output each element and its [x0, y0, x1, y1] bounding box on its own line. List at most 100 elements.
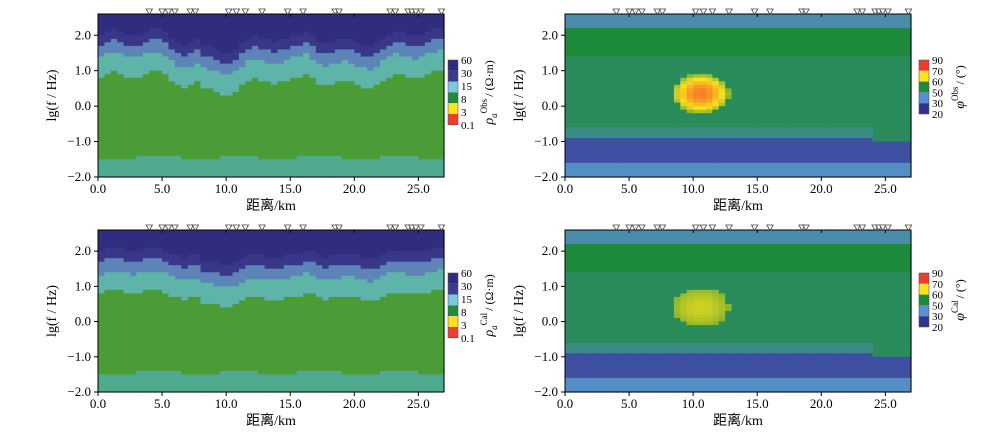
station-triangle-down-icon: [170, 8, 179, 16]
heatmap-cell: [782, 127, 790, 132]
heatmap-cell: [418, 45, 426, 51]
heatmap-cell: [763, 31, 771, 36]
heatmap-cell: [648, 38, 656, 43]
heatmap-cell: [283, 116, 291, 121]
heatmap-cell: [667, 91, 675, 97]
heatmap-cell: [117, 95, 125, 100]
heatmap-cell: [98, 155, 106, 160]
y-tick-label: 2.0: [75, 27, 91, 42]
heatmap-cell: [174, 130, 182, 136]
heatmap-cell: [168, 49, 176, 54]
heatmap-cell: [898, 24, 906, 29]
heatmap-cell: [219, 134, 227, 139]
heatmap-cell: [341, 84, 349, 90]
heatmap-cell: [699, 81, 707, 86]
heatmap-cell: [142, 159, 150, 164]
heatmap-cell: [136, 21, 144, 26]
heatmap-cell: [770, 42, 778, 47]
heatmap-cell: [117, 166, 125, 171]
heatmap-cell: [584, 24, 592, 29]
heatmap-cell: [565, 116, 573, 121]
heatmap-cell: [699, 31, 707, 36]
heatmap-cell: [654, 145, 662, 150]
heatmap-cell: [597, 60, 605, 65]
heatmap-cell: [718, 38, 726, 43]
heatmap-cell: [661, 141, 669, 146]
heatmap-cell: [821, 152, 829, 157]
heatmap-cell: [187, 134, 195, 139]
heatmap-cell: [347, 52, 355, 58]
heatmap-cell: [763, 123, 771, 128]
heatmap-cell: [232, 21, 240, 26]
heatmap-cell: [584, 31, 592, 36]
heatmap-cell: [411, 77, 419, 82]
heatmap-cell: [603, 77, 611, 82]
heatmap-cell: [181, 88, 189, 93]
station-triangle-down-icon: [164, 8, 173, 16]
heatmap-cell: [866, 14, 874, 19]
heatmap-cell: [309, 77, 317, 82]
heatmap-cell: [821, 45, 829, 51]
heatmap-cell: [744, 84, 752, 90]
heatmap-cell: [200, 127, 208, 132]
heatmap-cell: [763, 95, 771, 100]
heatmap-cell: [827, 127, 835, 132]
heatmap-cell: [744, 35, 752, 40]
heatmap-cell: [431, 134, 439, 139]
heatmap-cell: [226, 148, 234, 153]
heatmap-cell: [641, 145, 649, 150]
heatmap-cell: [142, 116, 150, 121]
heatmap-cell: [309, 113, 317, 118]
heatmap-cell: [418, 60, 426, 65]
heatmap-cell: [834, 21, 842, 26]
heatmap-cell: [808, 169, 816, 175]
heatmap-cell: [155, 56, 163, 61]
heatmap-cell: [187, 49, 195, 54]
heatmap-cell: [693, 148, 701, 153]
heatmap-cell: [283, 159, 291, 164]
heatmap-cell: [757, 173, 765, 178]
heatmap-cell: [277, 14, 285, 19]
heatmap-cell: [622, 63, 630, 68]
heatmap-cell: [360, 134, 368, 139]
heatmap-cell: [206, 88, 214, 93]
heatmap-cell: [898, 169, 906, 175]
heatmap-cell: [853, 109, 861, 114]
heatmap-cell: [315, 152, 323, 157]
heatmap-cell: [206, 113, 214, 118]
heatmap-cell: [821, 74, 829, 79]
heatmap-cell: [411, 148, 419, 153]
heatmap-cell: [648, 155, 656, 160]
heatmap-cell: [258, 74, 266, 79]
heatmap-cell: [245, 42, 253, 47]
heatmap-cell: [341, 134, 349, 139]
heatmap-cell: [258, 173, 266, 178]
heatmap-cell: [872, 77, 880, 82]
heatmap-cell: [834, 35, 842, 40]
heatmap-cell: [290, 162, 298, 167]
heatmap-cell: [379, 123, 387, 128]
heatmap-cell: [654, 166, 662, 171]
heatmap-cell: [245, 84, 253, 90]
heatmap-cell: [136, 67, 144, 72]
heatmap-cell: [622, 14, 630, 19]
heatmap-cell: [738, 56, 746, 61]
heatmap-cell: [757, 24, 765, 29]
heatmap-cell: [110, 67, 118, 72]
heatmap-cell: [437, 155, 445, 160]
heatmap-cell: [699, 145, 707, 150]
heatmap-cell: [271, 88, 279, 93]
heatmap-cell: [622, 52, 630, 58]
heatmap-cell: [808, 173, 816, 178]
heatmap-cell: [763, 148, 771, 153]
heatmap-cell: [411, 99, 419, 104]
heatmap-cell: [693, 45, 701, 51]
heatmap-cell: [705, 38, 713, 43]
heatmap-cell: [776, 84, 784, 90]
heatmap-cell: [705, 166, 713, 171]
heatmap-cell: [290, 116, 298, 121]
heatmap-cell: [590, 88, 598, 93]
heatmap-cell: [213, 60, 221, 65]
heatmap-cell: [149, 17, 157, 22]
heatmap-cell: [238, 162, 246, 167]
